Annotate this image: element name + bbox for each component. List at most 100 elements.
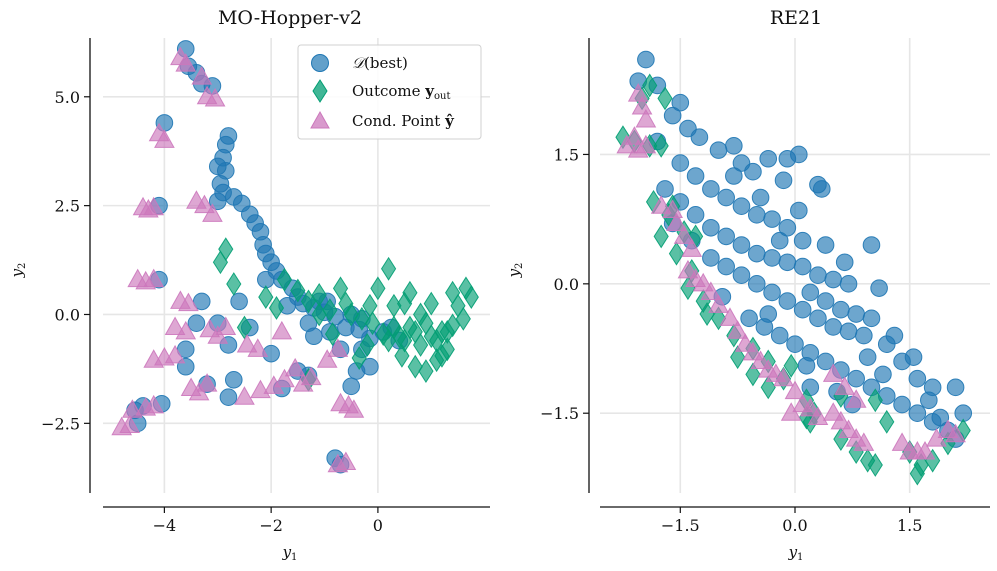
point-best: [709, 141, 728, 159]
point-cond-point: [154, 129, 175, 148]
point-outcome: [783, 353, 799, 378]
point-outcome: [300, 289, 317, 314]
point-best: [786, 335, 804, 354]
point-cond-point: [178, 292, 199, 312]
point-cond-point: [853, 432, 875, 451]
x-tick-label: −4: [153, 516, 177, 535]
point-outcome: [653, 224, 669, 249]
point-outcome: [668, 241, 685, 266]
point-cond-point: [650, 195, 672, 214]
point-best: [793, 257, 812, 276]
point-best: [774, 171, 793, 190]
point-outcome: [362, 293, 378, 318]
point-best: [862, 309, 881, 328]
y-tick-label: 0.0: [554, 275, 579, 294]
point-cond-point: [234, 386, 255, 405]
point-best: [725, 167, 743, 185]
point-best: [759, 149, 778, 168]
point-cond-point: [343, 399, 365, 418]
point-outcome: [236, 315, 253, 340]
point-outcome: [268, 296, 285, 320]
point-best: [763, 249, 781, 267]
point-outcome: [324, 322, 341, 347]
point-outcome: [386, 293, 402, 318]
point-best: [717, 257, 735, 276]
point-best: [732, 236, 751, 254]
point-best: [809, 309, 827, 328]
point-cond-point: [635, 108, 657, 128]
point-cond-point: [719, 307, 741, 326]
point-outcome: [867, 388, 883, 413]
point-best: [702, 249, 720, 267]
point-best: [858, 348, 877, 366]
point-best: [747, 206, 766, 224]
point-best: [725, 137, 743, 155]
point-cond-point: [635, 134, 657, 154]
point-best: [686, 167, 705, 185]
point-cond-point: [194, 194, 215, 214]
point-best: [656, 180, 674, 198]
point-cond-point: [914, 441, 936, 460]
point-cond-point: [784, 380, 806, 400]
point-best: [192, 292, 211, 311]
point-outcome: [322, 298, 338, 323]
point-best: [305, 327, 323, 346]
point-outcome: [657, 86, 673, 111]
point-outcome: [463, 285, 479, 309]
point-outcome: [290, 278, 306, 303]
point-outcome: [402, 280, 418, 305]
point-cond-point: [164, 316, 186, 336]
point-best: [763, 210, 781, 228]
legend-label-cond-point: Cond. Point ŷ: [352, 112, 455, 130]
point-outcome: [394, 343, 410, 368]
point-best: [832, 300, 850, 319]
point-outcome: [418, 359, 434, 384]
point-outcome: [653, 133, 669, 158]
point-cond-point: [175, 320, 197, 340]
point-cond-point: [780, 402, 802, 421]
point-best: [778, 292, 797, 310]
point-cond-point: [631, 95, 653, 115]
y-axis-label-re21: y2: [505, 263, 525, 279]
point-best: [801, 283, 820, 302]
point-best: [208, 192, 227, 211]
x-tick-label: −1.5: [661, 516, 700, 535]
point-best: [187, 314, 206, 332]
point-outcome: [351, 346, 367, 370]
ticks-mo-hopper: −4 −2 0 −2.5 0.0 2.5 5.0: [41, 88, 383, 535]
point-best: [793, 231, 812, 250]
point-cond-point: [830, 410, 852, 430]
point-outcome: [370, 276, 386, 301]
point-cond-point: [164, 344, 186, 364]
ticks-re21: −1.5 0.0 1.5 −1.5 0.0 1.5: [540, 145, 922, 535]
point-best: [816, 236, 835, 254]
point-outcome: [407, 354, 423, 379]
point-cond-point: [750, 350, 771, 369]
point-cond-point: [845, 389, 867, 408]
point-cond-point: [300, 366, 322, 386]
x-axis-label-mo-hopper: y1: [282, 543, 298, 563]
y-tick-label: 1.5: [554, 145, 579, 164]
point-outcome: [413, 302, 429, 327]
point-cond-point: [700, 281, 722, 300]
legend-frame: [297, 44, 482, 140]
point-outcome: [332, 276, 349, 301]
point-outcome: [359, 333, 375, 357]
point-best: [219, 388, 238, 407]
point-best: [747, 275, 766, 293]
x-tick-label: 0: [373, 516, 383, 535]
point-best: [686, 206, 705, 224]
point-outcome: [364, 311, 381, 336]
point-outcome: [258, 285, 274, 309]
point-best: [663, 106, 682, 125]
point-cond-point: [822, 363, 844, 382]
point-best: [816, 292, 835, 310]
point-cond-point: [673, 225, 695, 244]
point-best: [874, 365, 892, 384]
point-cond-point: [143, 394, 165, 414]
point-best: [893, 395, 911, 414]
y-tick-label: 2.5: [55, 197, 80, 216]
point-best: [208, 157, 227, 176]
point-best: [885, 326, 904, 345]
